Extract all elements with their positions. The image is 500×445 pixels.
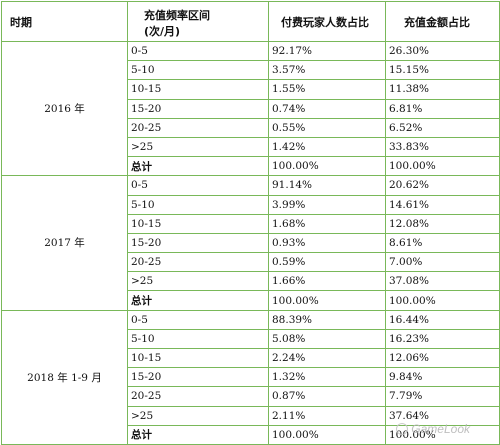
amount-share-cell: 12.08%	[385, 213, 500, 234]
total-label: 总计	[127, 156, 269, 177]
amount-share-cell: 6.81%	[385, 98, 500, 119]
header-player-share: 付费玩家人数占比	[268, 1, 386, 42]
player-share-cell: 2.11%	[268, 405, 386, 426]
watermark-logo-icon	[396, 423, 409, 435]
header-period: 时期	[1, 1, 128, 42]
table-row: 2017 年 0-5 91.14% 20.62%	[1, 175, 500, 311]
frequency-cell: 10-15	[127, 213, 269, 234]
amount-share-cell: 37.64%	[385, 405, 500, 426]
frequency-cell: 10-15	[127, 347, 269, 369]
amount-share-cell: 16.44%	[385, 309, 500, 330]
total-row: 总计 100.00% 100.00%	[2, 424, 500, 445]
header-amount-share: 充值金额占比	[385, 1, 500, 42]
frequency-cell: 10-15	[127, 79, 269, 100]
total-amount-share: 100.00%	[385, 156, 500, 177]
table-row: 10-15 1.68% 12.08%	[2, 213, 500, 234]
amount-share-cell: 7.00%	[385, 252, 500, 273]
table-row: 2018 年 1-9 月 0-5 88.39% 16.44%	[1, 309, 500, 445]
table-row: 10-15 2.24% 12.06%	[2, 347, 500, 369]
amount-share-cell: 12.06%	[385, 347, 500, 369]
player-share-cell: 0.93%	[268, 232, 386, 254]
frequency-cell: >25	[127, 271, 269, 292]
player-share-cell: 1.68%	[268, 213, 386, 234]
amount-share-cell: 8.61%	[385, 232, 500, 254]
frequency-cell: 0-5	[127, 40, 269, 62]
amount-share-cell: 20.62%	[385, 175, 500, 196]
amount-share-cell: 33.83%	[385, 136, 500, 158]
frequency-cell: 15-20	[127, 232, 269, 254]
frequency-cell: 0-5	[127, 175, 269, 196]
amount-share-cell: 9.84%	[385, 367, 500, 388]
player-share-cell: 1.32%	[268, 367, 386, 388]
frequency-cell: >25	[127, 136, 269, 158]
period-label: 2018 年 1-9 月	[1, 309, 128, 445]
frequency-cell: 0-5	[127, 309, 269, 330]
total-player-share: 100.00%	[268, 290, 386, 311]
header-row: 时期 充值频率区间 (次/月) 付费玩家人数占比 充值金额占比	[1, 1, 500, 42]
player-share-cell: 1.42%	[268, 136, 386, 158]
header-frequency: 充值频率区间 (次/月)	[127, 1, 269, 42]
watermark: GameLook	[396, 422, 470, 436]
table-row: 20-25 0.55% 6.52%	[2, 117, 500, 138]
amount-share-cell: 14.61%	[385, 194, 500, 215]
header-frequency-label: 充值频率区间	[144, 9, 210, 22]
period-label: 2016 年	[1, 40, 128, 177]
table-row: >25 1.66% 37.08%	[2, 271, 500, 292]
table-row: 10-15 1.55% 11.38%	[2, 79, 500, 100]
frequency-cell: 15-20	[127, 367, 269, 388]
table-row: 20-25 0.59% 7.00%	[2, 252, 500, 273]
amount-share-cell: 26.30%	[385, 40, 500, 62]
player-share-cell: 5.08%	[268, 328, 386, 350]
watermark-text: GameLook	[411, 422, 470, 436]
total-row: 总计 100.00% 100.00%	[2, 290, 500, 311]
player-share-cell: 92.17%	[268, 40, 386, 62]
amount-share-cell: 15.15%	[385, 60, 500, 81]
frequency-cell: 20-25	[127, 252, 269, 273]
amount-share-cell: 37.08%	[385, 271, 500, 292]
player-share-cell: 3.57%	[268, 60, 386, 81]
total-label: 总计	[127, 290, 269, 311]
player-share-cell: 0.87%	[268, 386, 386, 407]
table-row: >25 1.42% 33.83%	[2, 136, 500, 158]
table-row: 15-20 1.32% 9.84%	[2, 367, 500, 388]
total-amount-share: 100.00%	[385, 290, 500, 311]
frequency-cell: >25	[127, 405, 269, 426]
player-share-cell: 0.74%	[268, 98, 386, 119]
period-label: 2017 年	[1, 175, 128, 311]
frequency-cell: 15-20	[127, 98, 269, 119]
frequency-cell: 5-10	[127, 194, 269, 215]
frequency-cell: 5-10	[127, 328, 269, 350]
header-frequency-unit: (次/月)	[144, 25, 181, 38]
player-share-cell: 2.24%	[268, 347, 386, 369]
player-share-cell: 88.39%	[268, 309, 386, 330]
table-row: 15-20 0.93% 8.61%	[2, 232, 500, 254]
amount-share-cell: 7.79%	[385, 386, 500, 407]
player-share-cell: 3.99%	[268, 194, 386, 215]
total-row: 总计 100.00% 100.00%	[2, 156, 500, 177]
table-row: >25 2.11% 37.64%	[2, 405, 500, 426]
player-share-cell: 0.55%	[268, 117, 386, 138]
frequency-cell: 20-25	[127, 386, 269, 407]
player-share-cell: 91.14%	[268, 175, 386, 196]
table-row: 20-25 0.87% 7.79%	[2, 386, 500, 407]
amount-share-cell: 11.38%	[385, 79, 500, 100]
player-share-cell: 1.55%	[268, 79, 386, 100]
frequency-cell: 20-25	[127, 117, 269, 138]
player-share-cell: 0.59%	[268, 252, 386, 273]
frequency-cell: 5-10	[127, 60, 269, 81]
table-row: 5-10 5.08% 16.23%	[2, 328, 500, 350]
table-row: 5-10 3.99% 14.61%	[2, 194, 500, 215]
total-player-share: 100.00%	[268, 156, 386, 177]
player-share-cell: 1.66%	[268, 271, 386, 292]
amount-share-cell: 6.52%	[385, 117, 500, 138]
table-row: 2016 年 0-5 92.17% 26.30%	[1, 40, 500, 177]
amount-share-cell: 16.23%	[385, 328, 500, 350]
